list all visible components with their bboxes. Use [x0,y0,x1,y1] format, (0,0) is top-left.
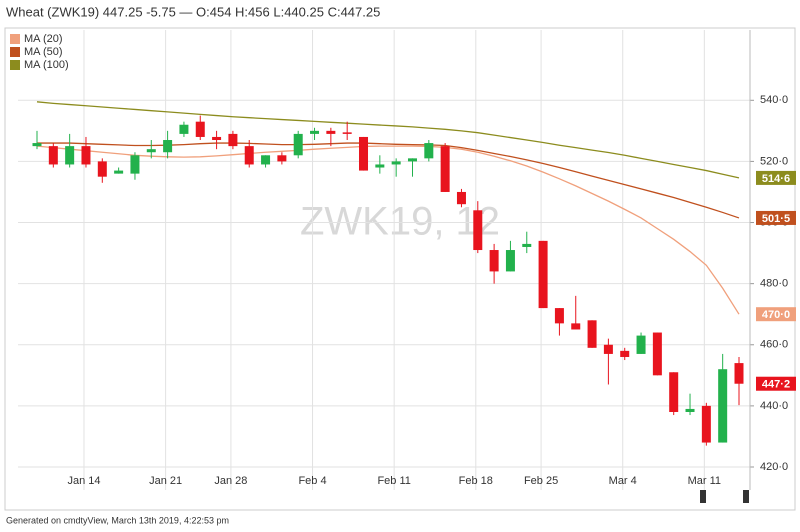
candle-body [277,155,287,162]
price-tag [756,376,796,391]
x-tick-label: Feb 4 [298,475,326,487]
y-tick-label: 440·0 [760,400,788,412]
price-tag [756,307,796,322]
candle-body [652,332,662,376]
legend-label: MA (50) [24,46,63,58]
candle-body [669,372,679,412]
y-tick-label: 460·0 [760,339,788,351]
handle[interactable] [700,490,706,503]
candle-body [473,210,483,251]
candle-body [359,136,369,171]
candle-body [636,335,646,354]
x-tick-label: Feb 25 [524,475,558,487]
candle-body [701,405,711,443]
candle-body [326,130,336,134]
candle-body [114,170,124,174]
candle-body [228,133,238,147]
chart-frame [4,27,796,511]
watermark: ZWK19, 12 [300,200,500,244]
candle-body [375,164,385,168]
candle-body [195,121,205,137]
x-tick-label: Mar 4 [609,475,637,487]
legend-swatch [10,47,20,57]
x-tick-label: Feb 11 [377,475,410,487]
y-tick-label: 480·0 [760,278,788,290]
price-tag [756,210,796,225]
candle-body [456,191,466,205]
candle-body [505,250,515,272]
candle-body [391,161,401,165]
legend-label: MA (100) [24,59,69,71]
candle-body [212,136,222,141]
handle[interactable] [743,490,749,503]
candle-body [261,155,271,165]
candle-body [685,408,695,412]
x-tick-label: Jan 21 [149,475,182,487]
price-tag-label: 470·0 [762,309,790,321]
candle-body [587,320,597,348]
candle-body [130,155,140,174]
x-tick-label: Mar 11 [688,475,721,487]
candle-body [48,146,58,165]
candle-body [554,308,564,324]
candle-body [603,344,613,354]
chart-title: Wheat (ZWK19) 447.25 -5.75 — O:454 H:456… [6,4,380,19]
candle-body [32,143,42,147]
candle-body [179,124,189,134]
scroll-handles[interactable] [700,490,749,503]
candle-body [734,363,744,384]
candle-body [407,158,417,162]
candle-body [489,250,499,272]
ma-line [37,142,740,219]
x-tick-label: Feb 18 [459,475,493,487]
legend-swatch [10,34,20,44]
candle-body [538,240,548,309]
price-tag-label: 501·5 [762,213,790,225]
candle-body [146,149,156,153]
candle-body [440,146,450,192]
candle-body [244,146,254,165]
ma-line [36,145,740,315]
price-tag [756,170,796,185]
candle-body [718,369,728,443]
y-tick-label: 540·0 [760,94,788,106]
x-tick-label: Jan 14 [67,475,100,487]
y-tick-label: 420·0 [760,461,788,473]
candle-body [163,140,173,153]
candle-body [293,133,303,156]
y-tick-label: 520·0 [760,155,788,167]
candle-body [522,243,532,247]
legend-swatch [10,60,20,70]
candle-body [65,146,75,165]
ma-line [36,101,740,179]
candle-body [571,323,581,330]
candle-body [81,146,91,165]
candle-body [424,143,434,159]
price-tag-label: 447·2 [762,379,790,391]
candle-body [97,161,107,177]
candle-body [620,350,630,357]
price-tag-label: 514·6 [762,173,790,185]
legend-label: MA (20) [24,33,63,45]
candle-body [342,132,352,134]
footer: Generated on cmdtyView, March 13th 2019,… [6,515,229,525]
candle-body [310,130,320,134]
x-tick-label: Jan 28 [214,475,247,487]
